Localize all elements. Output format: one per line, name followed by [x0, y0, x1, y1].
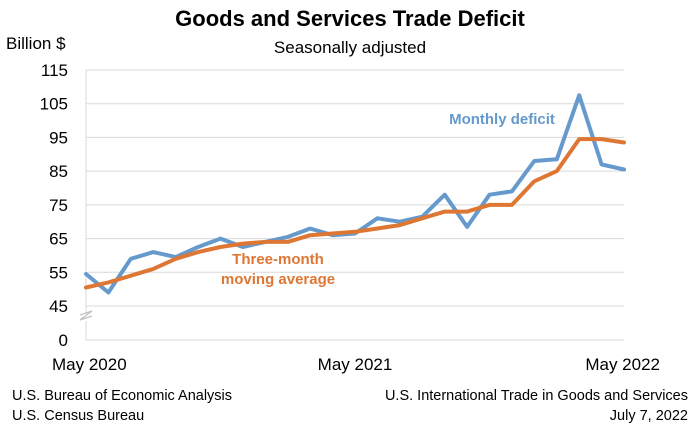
chart-subtitle: Seasonally adjusted [273, 38, 427, 57]
y-tick-label-115: 115 [41, 61, 68, 80]
chart-title: Goods and Services Trade Deficit [175, 6, 525, 31]
series-line-1 [84, 137, 626, 290]
footer-source: U.S. Bureau of Economic Analysis U.S. Ce… [12, 386, 232, 426]
moving-average-label-line-1: Three-month [232, 251, 324, 268]
monthly-deficit-label: Monthly deficit [449, 111, 555, 128]
axis-break-icon [79, 310, 93, 321]
y-tick-label-95: 95 [49, 128, 68, 147]
footer-release-title: U.S. International Trade in Goods and Se… [384, 388, 688, 404]
footer-release: U.S. International Trade in Goods and Se… [385, 386, 688, 426]
y-axis-label: Billion $ [6, 34, 66, 53]
y-tick-label-0: 0 [59, 331, 68, 350]
moving-average-label-line-2: moving average [221, 271, 335, 288]
y-tick-label-105: 105 [40, 95, 68, 114]
footer-source-line-2: U.S. Census Bureau [12, 408, 145, 424]
y-tick-label-75: 75 [49, 196, 68, 215]
footer-release-date: July 7, 2022 [609, 408, 688, 424]
y-tick-label-45: 45 [49, 297, 68, 316]
x-tick-label-0: May 2020 [52, 355, 127, 374]
y-tick-label-55: 55 [49, 263, 68, 282]
footer-source-line-1: U.S. Bureau of Economic Analysis [12, 388, 233, 404]
x-tick-label-2: May 2022 [585, 355, 660, 374]
x-tick-label-1: May 2021 [318, 355, 393, 374]
y-tick-label-65: 65 [49, 230, 68, 249]
y-tick-label-85: 85 [49, 162, 68, 181]
